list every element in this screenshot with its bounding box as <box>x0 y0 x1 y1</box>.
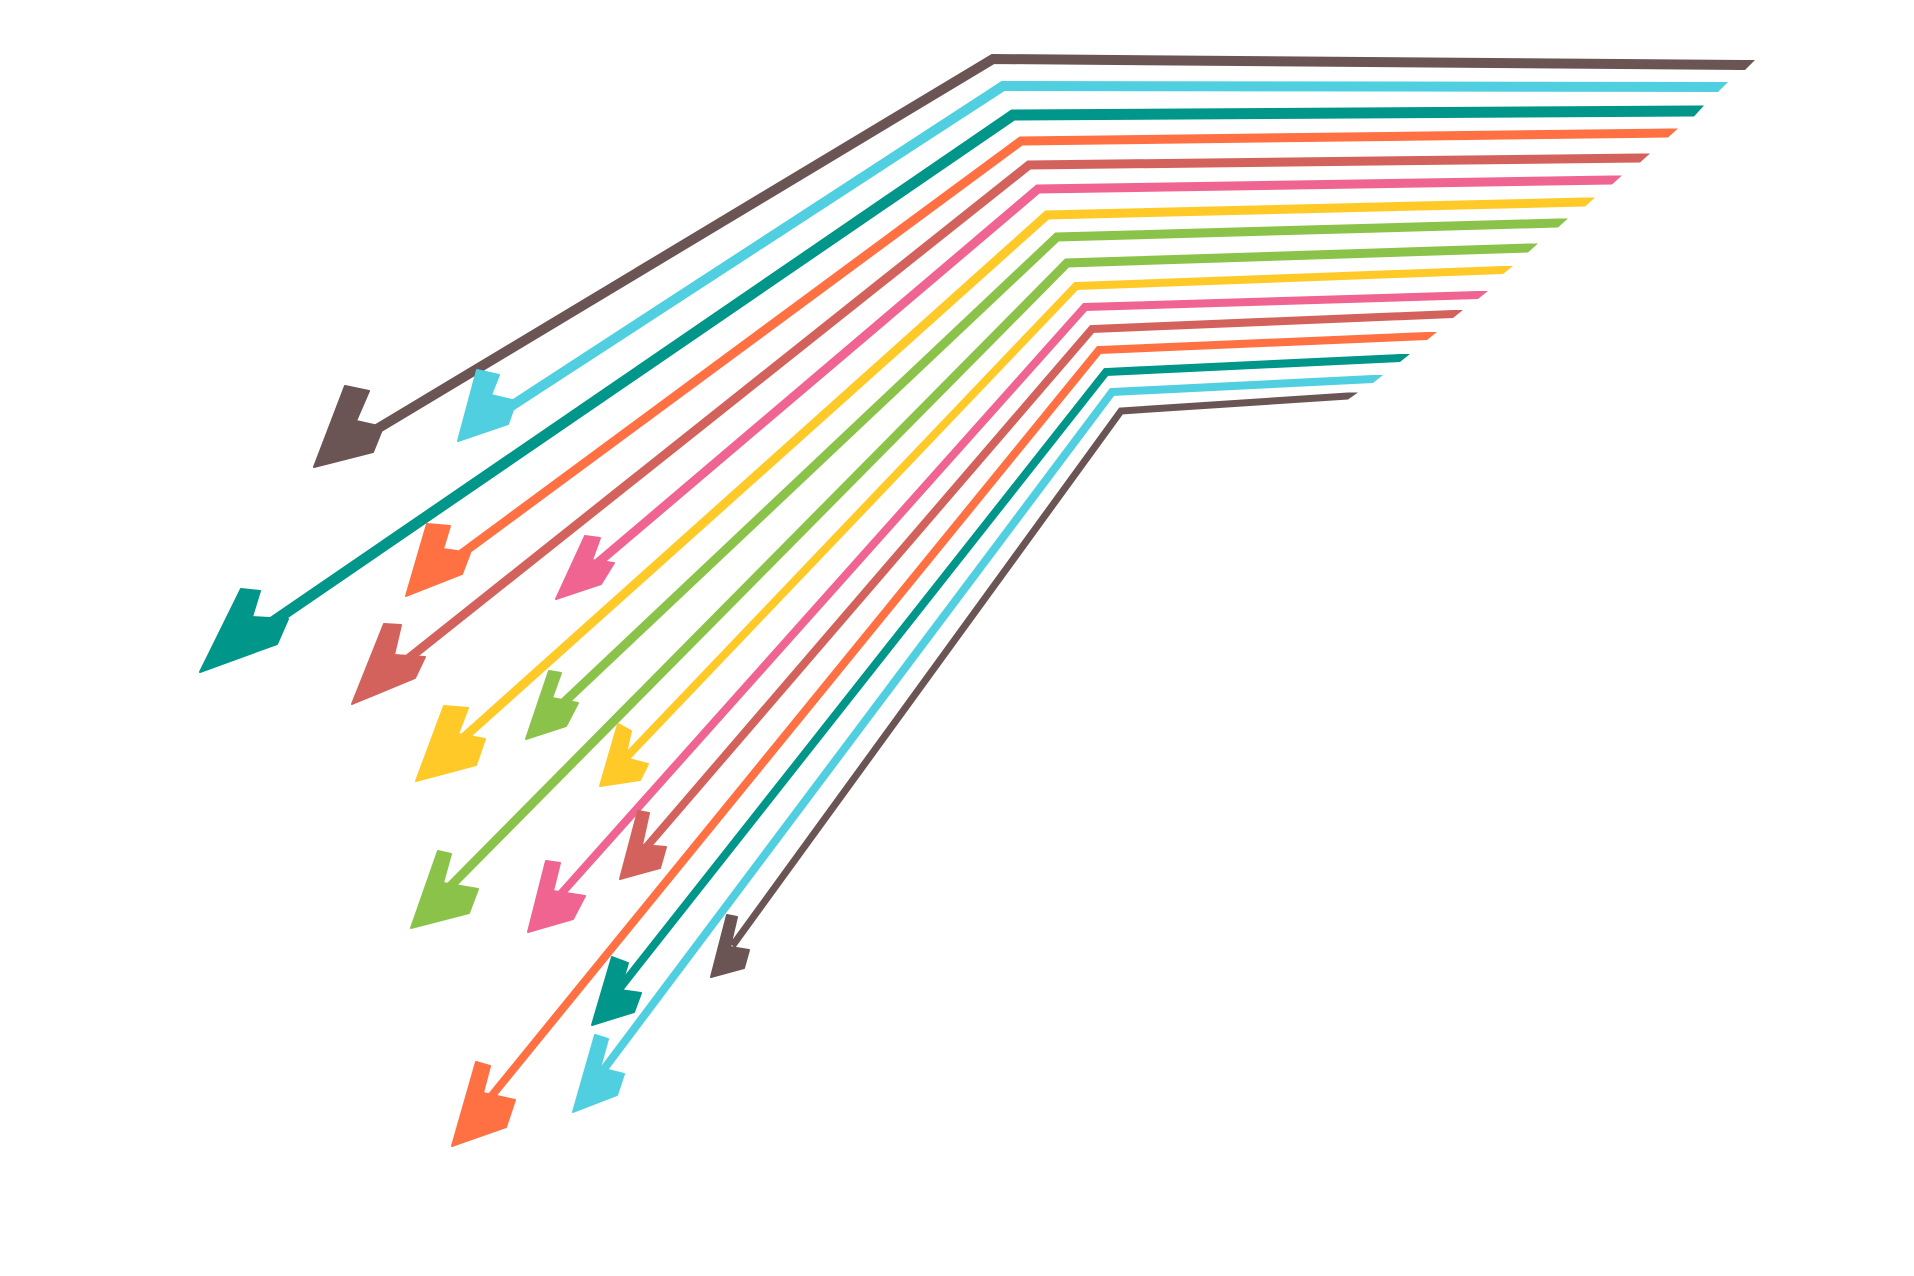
arrow-tail-cap <box>1338 392 1358 400</box>
arrow-brown <box>313 53 1755 468</box>
arrowhead-icon <box>555 535 615 600</box>
arrow-cyan <box>457 80 1728 442</box>
arrow-group <box>199 53 1755 1147</box>
arrow-tail-cap <box>1443 310 1463 318</box>
arrowhead-icon <box>527 860 586 933</box>
arrowhead-icon <box>405 523 471 597</box>
arrow-green <box>410 243 1538 929</box>
arrow-red <box>619 310 1463 880</box>
arrow-orange <box>451 332 1437 1147</box>
arrowhead-icon <box>451 1061 516 1147</box>
arrow-teal <box>199 105 1704 673</box>
arrow-yellow <box>415 197 1595 782</box>
arrow-shaft <box>581 175 1613 578</box>
arrow-tail-cap <box>1684 105 1704 117</box>
arrow-tail-cap <box>1735 60 1755 70</box>
arrow-shaft <box>549 291 1479 906</box>
arrow-tail-cap <box>1602 175 1622 185</box>
arrow-cyan <box>572 375 1383 1113</box>
arrowhead-icon <box>599 723 649 787</box>
arrow-tail-cap <box>1417 332 1437 340</box>
arrow-tail-cap <box>1518 243 1538 253</box>
arrow-shaft <box>591 375 1374 1084</box>
arrowhead-icon <box>457 369 517 442</box>
arrow-tail-cap <box>1363 375 1383 383</box>
arrow-shaft <box>472 332 1428 1119</box>
arrow-pink <box>555 175 1622 600</box>
arrow-shaft <box>378 153 1641 684</box>
arrowhead-icon <box>591 956 642 1026</box>
arrowhead-icon <box>410 850 479 929</box>
arrow-shaft <box>486 80 1719 425</box>
arrow-shaft <box>641 310 1454 853</box>
arrow-tail-cap <box>1548 218 1568 228</box>
arrowhead-icon <box>415 705 486 782</box>
arrowhead-icon <box>525 670 579 740</box>
arrowhead-icon <box>710 914 750 978</box>
arrow-red <box>351 153 1650 705</box>
arrow-tail-cap <box>1468 291 1488 299</box>
arrowhead-icon <box>313 385 384 468</box>
arrow-orange <box>405 128 1678 597</box>
arrow-green <box>525 218 1568 740</box>
arrow-shaft <box>343 53 1746 452</box>
arrow-tail-cap <box>1708 82 1728 92</box>
arrow-teal <box>591 354 1410 1026</box>
arrow-tail-cap <box>1575 197 1595 207</box>
arrow-pink <box>527 291 1488 933</box>
arrow-shaft <box>440 197 1586 759</box>
arrow-shaft <box>622 266 1504 761</box>
arrow-shaft <box>432 128 1669 577</box>
arrow-tail-cap <box>1658 128 1678 138</box>
arrow-shaft <box>432 243 1529 904</box>
arrow-tail-cap <box>1390 354 1410 362</box>
arrow-shaft <box>611 354 1401 998</box>
arrow-shaft <box>227 105 1695 655</box>
arrow-shaft <box>729 392 1349 948</box>
arrow-tail-cap <box>1630 153 1650 163</box>
arrowhead-icon <box>199 588 289 673</box>
arrow-yellow <box>599 266 1513 787</box>
arrowhead-icon <box>619 810 667 880</box>
arrow-shaft <box>550 218 1559 716</box>
arrowhead-icon <box>572 1034 625 1113</box>
arrow-brown <box>710 392 1358 978</box>
arrow-tail-cap <box>1493 266 1513 274</box>
arrowhead-icon <box>351 623 426 705</box>
